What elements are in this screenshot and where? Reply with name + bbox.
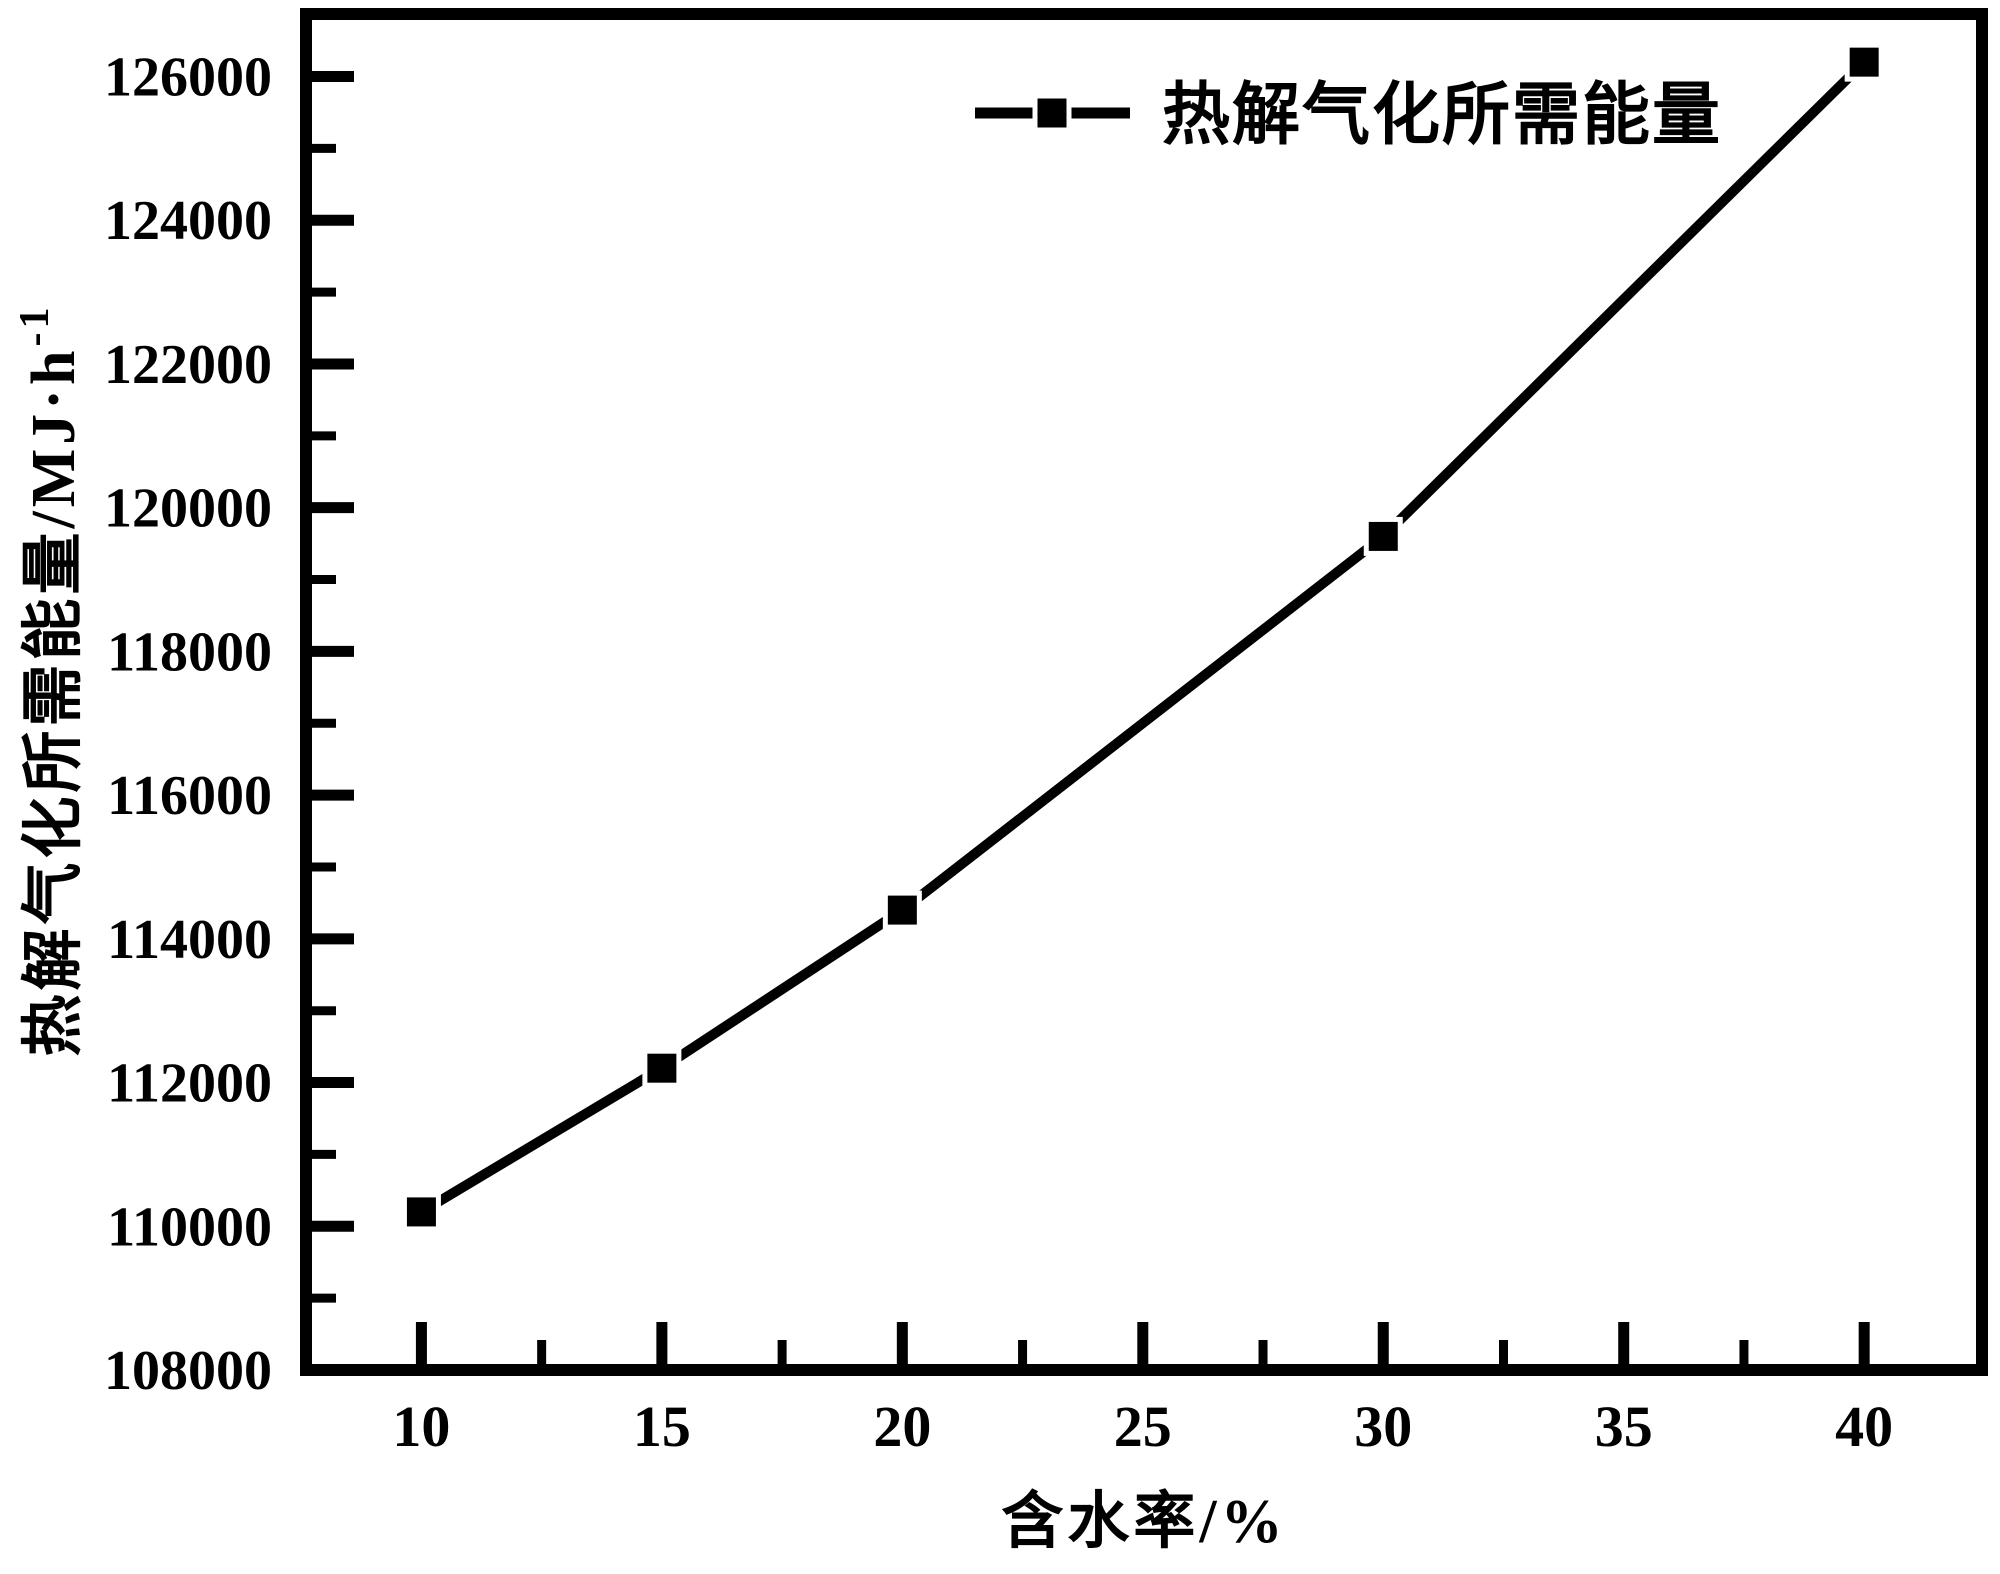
x-tick-label: 20 bbox=[873, 1394, 931, 1459]
y-axis-title-superscript: -1 bbox=[12, 304, 58, 347]
y-tick-label: 120000 bbox=[104, 478, 272, 540]
legend: 热解气化所需能量 bbox=[975, 77, 1722, 153]
axes-layer: 10 15 20 25 30 35 40 108000 110000 112000 114000 11… bbox=[104, 8, 1988, 1459]
x-tick-label: 35 bbox=[1595, 1394, 1653, 1459]
x-tick-label: 15 bbox=[633, 1394, 691, 1459]
data-point-marker bbox=[1363, 516, 1403, 556]
y-tick-label: 124000 bbox=[104, 190, 272, 252]
data-point-marker bbox=[882, 890, 922, 930]
plot-border bbox=[300, 8, 1988, 1376]
x-tick-label: 30 bbox=[1354, 1394, 1412, 1459]
y-axis-title: 热解气化所需能量/MJ·h-1 bbox=[12, 304, 88, 1057]
data-series-layer bbox=[401, 42, 1884, 1232]
x-axis-title: 含水率/% bbox=[1001, 1487, 1286, 1556]
series-line bbox=[418, 58, 1868, 1217]
x-tick-label: 40 bbox=[1835, 1394, 1893, 1459]
y-tick-label: 122000 bbox=[104, 334, 272, 396]
data-point-marker bbox=[642, 1048, 682, 1088]
data-point-marker bbox=[401, 1192, 441, 1232]
y-tick-label: 112000 bbox=[107, 1053, 272, 1115]
y-tick-label: 116000 bbox=[107, 765, 272, 827]
x-tick-label: 10 bbox=[392, 1394, 450, 1459]
y-tick-label: 110000 bbox=[107, 1196, 272, 1258]
y-tick-label: 126000 bbox=[104, 47, 272, 109]
legend-label: 热解气化所需能量 bbox=[1162, 77, 1722, 153]
y-axis-title-main: 热解气化所需能量/MJ·h bbox=[19, 347, 88, 1057]
x-tick-label: 25 bbox=[1114, 1394, 1172, 1459]
y-tick-label: 108000 bbox=[104, 1340, 272, 1402]
legend-marker-sample bbox=[1032, 93, 1072, 133]
y-tick-label: 118000 bbox=[107, 621, 272, 683]
y-tick-label: 114000 bbox=[107, 909, 272, 971]
data-point-marker bbox=[1844, 42, 1884, 82]
